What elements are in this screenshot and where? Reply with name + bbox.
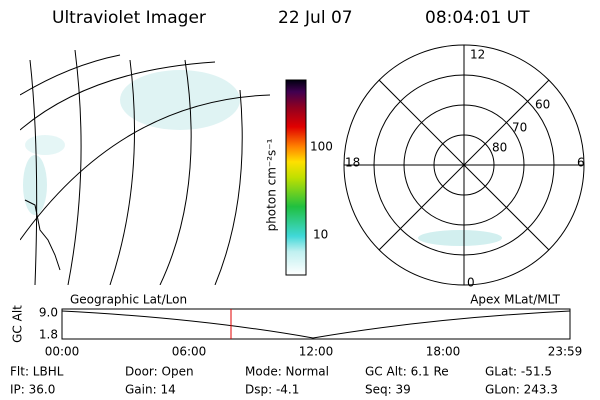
footer-field: Door: Open — [125, 365, 194, 379]
orbit-xtick: 12:00 — [299, 345, 334, 359]
colorbar — [285, 79, 307, 276]
footer-field: Mode: Normal — [245, 365, 329, 379]
orbit-frame — [61, 308, 571, 340]
orbit-xtick: 06:00 — [172, 345, 207, 359]
title: Ultraviolet Imager — [52, 8, 206, 28]
colorbar-tick: 10 — [313, 228, 328, 242]
mlt-label: 0 — [467, 276, 475, 290]
orbit-xtick: 23:59 — [548, 345, 583, 359]
orbit-right-label: Apex MLat/MLT — [470, 293, 560, 307]
footer-field: Dsp: -4.1 — [245, 383, 299, 397]
lat-label: 70 — [512, 121, 527, 135]
mlt-label: 12 — [470, 48, 485, 62]
lat-label: 80 — [492, 141, 507, 155]
orbit-xtick: 18:00 — [426, 345, 461, 359]
time: 08:04:01 UT — [425, 8, 530, 28]
colorbar-tick: 100 — [310, 140, 333, 154]
footer-field: Seq: 39 — [365, 383, 411, 397]
geo-map — [20, 50, 270, 285]
orbit-left-label: Geographic Lat/Lon — [70, 293, 187, 307]
colorbar-label: photon cm⁻²s⁻¹ — [265, 138, 279, 231]
date: 22 Jul 07 — [278, 8, 353, 28]
orbit-ytick: 1.8 — [39, 328, 58, 342]
mlt-label: 18 — [345, 156, 360, 170]
footer-field: GLat: -51.5 — [485, 365, 552, 379]
mlt-label: 6 — [577, 156, 585, 170]
footer-field: GLon: 243.3 — [485, 383, 558, 397]
footer-field: Gain: 14 — [125, 383, 176, 397]
footer-field: GC Alt: 6.1 Re — [365, 365, 449, 379]
polar-plot — [343, 44, 585, 286]
orbit-ytick: 9.0 — [39, 306, 58, 320]
orbit-curve — [61, 310, 571, 339]
orbit-ylabel: GC Alt — [11, 305, 25, 343]
orbit-xtick: 00:00 — [45, 345, 80, 359]
lat-label: 60 — [535, 98, 550, 112]
footer-field: Flt: LBHL — [10, 365, 64, 379]
footer-field: IP: 36.0 — [10, 383, 55, 397]
